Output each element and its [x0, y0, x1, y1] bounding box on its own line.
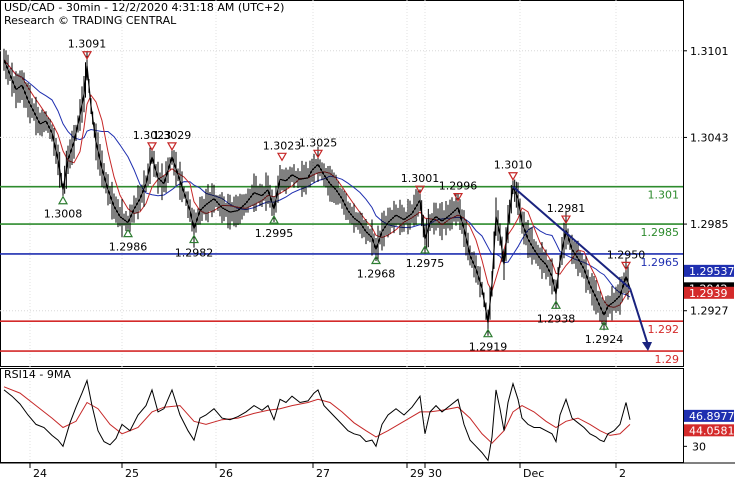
peak-marker [452, 193, 464, 202]
price-tick-label: 1.2985 [690, 218, 729, 231]
peak-label: 1.2981 [547, 202, 586, 215]
trough-marker [482, 328, 494, 338]
trough-marker [370, 255, 382, 265]
peak-marker [276, 152, 288, 162]
rsi-badge-label: 46.8977 [689, 410, 735, 423]
level-label: 1.301 [648, 189, 680, 202]
trough-label: 1.2938 [537, 312, 576, 325]
fast-moving-average [3, 59, 631, 308]
peak-marker [414, 185, 426, 195]
time-tick-label: 29 [410, 467, 424, 480]
trough-marker [550, 300, 562, 309]
rsi-ma-line [3, 386, 631, 444]
trough-marker [419, 244, 431, 254]
trough-label: 1.2982 [175, 247, 214, 260]
rsi-badge [684, 424, 734, 437]
trough-label: 1.3008 [44, 208, 83, 221]
peak-label: 1.3001 [401, 172, 440, 185]
time-tick-label: 26 [219, 467, 233, 480]
peak-marker [146, 142, 158, 152]
peak-marker [81, 51, 93, 60]
projection-arrow-shaft [629, 288, 649, 346]
peak-marker [560, 215, 572, 225]
peak-marker [620, 261, 632, 271]
price-badge [684, 264, 734, 277]
price-panel-frame [0, 0, 684, 367]
price-badge-label: 1.29537 [689, 265, 735, 278]
level-label: 1.292 [648, 323, 680, 336]
trough-label: 1.2995 [255, 227, 294, 240]
rsi-tick-label: 30 [692, 440, 706, 453]
price-line [3, 59, 631, 323]
trough-marker [188, 234, 200, 244]
peak-label: 1.3023 [263, 139, 302, 152]
trendline [512, 185, 631, 290]
trough-label: 1.2919 [469, 341, 508, 354]
trough-marker [268, 214, 280, 224]
time-tick-label: 24 [33, 467, 47, 480]
time-tick-label: 25 [125, 467, 139, 480]
rsi-badge-label: 44.0581 [689, 424, 735, 437]
peak-label: 1.3010 [494, 159, 533, 172]
projection-arrowhead [642, 342, 652, 352]
price-tick-label: 1.2927 [690, 305, 729, 318]
trough-label: 1.2924 [585, 333, 624, 346]
price-tick-label: 1.3101 [690, 45, 729, 58]
trough-marker [57, 195, 69, 205]
level-label: 1.2985 [641, 226, 680, 239]
level-label: 1.29 [655, 353, 680, 366]
time-tick-label: 2 [619, 467, 626, 480]
peak-marker [312, 149, 324, 159]
chart-title: USD/CAD - 30min - 12/2/2020 4:31:18 AM (… [4, 1, 285, 14]
chart-credit: Research © TRADING CENTRAL [4, 14, 177, 27]
trough-marker [598, 320, 610, 330]
rsi-badge [684, 409, 734, 422]
peak-label: 1.2950 [607, 248, 646, 261]
time-tick-label: Dec [523, 467, 544, 480]
level-label: 1.2965 [641, 256, 680, 269]
trough-label: 1.2968 [357, 267, 396, 280]
rsi-line [3, 378, 631, 462]
peak-label: 1.3091 [68, 38, 107, 51]
peak-marker [507, 172, 519, 181]
time-tick-label: 30 [428, 467, 442, 480]
price-badge [684, 286, 734, 299]
trough-label: 1.2986 [109, 241, 148, 254]
peak-label: 1.3029 [153, 129, 192, 142]
time-tick-label: 27 [316, 467, 330, 480]
price-tick-label: 1.3043 [690, 131, 729, 144]
peak-label: 1.3023 [133, 129, 172, 142]
peak-marker [166, 142, 178, 152]
trough-marker [122, 228, 134, 238]
trough-label: 1.2975 [406, 257, 445, 270]
peak-label: 1.3025 [299, 136, 338, 149]
peak-label: 1.2996 [439, 180, 478, 193]
rsi-title: RSI14 - 9MA [4, 368, 71, 381]
price-badge-label: 1.2939 [689, 287, 728, 300]
